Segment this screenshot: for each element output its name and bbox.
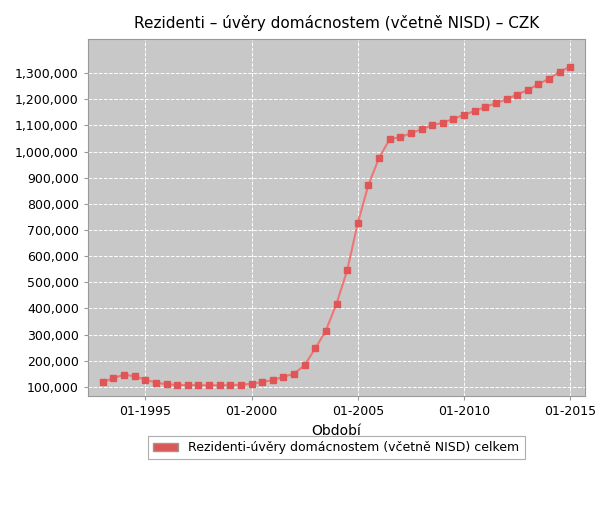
Legend: Rezidenti-úvěry domácnostem (včetně NISD) celkem: Rezidenti-úvěry domácnostem (včetně NISD…	[149, 436, 524, 459]
Title: Rezidenti – úvěry domácnostem (včetně NISD) – CZK: Rezidenti – úvěry domácnostem (včetně NI…	[134, 15, 539, 31]
X-axis label: Období: Období	[312, 424, 362, 438]
